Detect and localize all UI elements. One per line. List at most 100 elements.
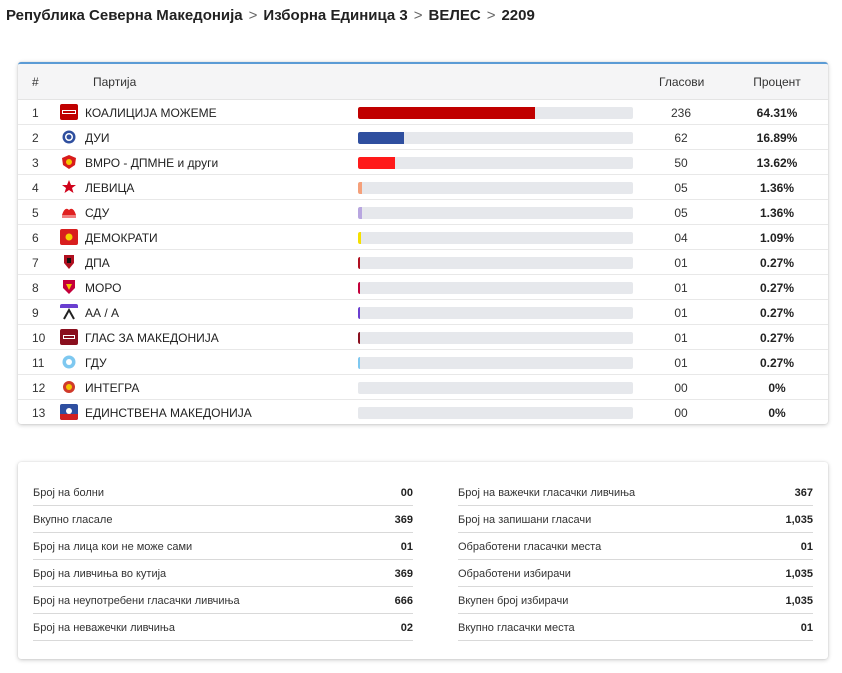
- vote-share-bar: [358, 307, 633, 319]
- party-votes: 00: [674, 406, 688, 420]
- row-number: 6: [32, 231, 39, 245]
- statistic-value: 369: [394, 568, 413, 580]
- party-votes: 04: [674, 231, 688, 245]
- party-votes: 05: [674, 181, 688, 195]
- demokrati-logo-icon: [60, 229, 78, 245]
- party-percent: 0.27%: [759, 331, 795, 345]
- statistic-label: Број на неважечки ливчиња: [33, 622, 175, 634]
- statistic-label: Обработени избирачи: [458, 568, 571, 580]
- header-number: #: [32, 75, 39, 89]
- vote-share-bar: [358, 257, 633, 269]
- party-percent: 1.09%: [759, 231, 795, 245]
- statistic-label: Број на ливчиња во кутија: [33, 568, 167, 580]
- table-row[interactable]: 10 ГЛАС ЗА МАКЕДОНИЈА 01 0.27%: [18, 325, 828, 350]
- table-row[interactable]: 8 МОРО 01 0.27%: [18, 275, 828, 300]
- table-row[interactable]: 9 АА / А 01 0.27%: [18, 300, 828, 325]
- statistic-row: Број на запишани гласачи 1,035: [458, 506, 813, 533]
- statistic-row: Вкупно гласале 369: [33, 506, 413, 533]
- party-percent: 13.62%: [756, 156, 798, 170]
- row-number: 1: [32, 106, 39, 120]
- sdu-logo-icon: [60, 204, 78, 220]
- statistic-value: 1,035: [785, 568, 813, 580]
- table-row[interactable]: 7 ДПА 01 0.27%: [18, 250, 828, 275]
- breadcrumb-country[interactable]: Република Северна Македонија: [6, 6, 243, 24]
- party-name: ДЕМОКРАТИ: [85, 231, 158, 245]
- party-percent: 0%: [768, 406, 786, 420]
- party-name: СДУ: [85, 206, 110, 220]
- statistic-row: Број на неважечки ливчиња 02: [33, 614, 413, 641]
- row-number: 5: [32, 206, 39, 220]
- chevron-right-icon: >: [413, 6, 423, 24]
- statistic-label: Вкупен број избирачи: [458, 595, 569, 607]
- statistic-label: Број на болни: [33, 487, 105, 499]
- party-votes: 236: [670, 106, 692, 120]
- statistic-value: 666: [394, 595, 413, 607]
- party-percent: 0.27%: [759, 281, 795, 295]
- party-percent: 64.31%: [756, 106, 798, 120]
- statistic-label: Обработени гласачки места: [458, 541, 602, 553]
- vote-share-bar: [358, 282, 633, 294]
- party-name: ИНТЕГРА: [85, 381, 140, 395]
- party-name: ДПА: [85, 256, 110, 270]
- statistic-value: 00: [400, 487, 413, 499]
- statistic-row: Број на лица кои не може сами 01: [33, 533, 413, 560]
- vote-share-fill: [358, 282, 361, 294]
- statistic-value: 02: [400, 622, 413, 634]
- dui-logo-icon: [60, 129, 78, 145]
- statistic-row: Број на болни 00: [33, 479, 413, 506]
- vote-share-bar: [358, 207, 633, 219]
- statistics-left-column: Број на болни 00 Вкупно гласале 369 Број на …: [33, 479, 413, 641]
- party-percent: 1.36%: [759, 181, 795, 195]
- table-row[interactable]: 5 СДУ 05 1.36%: [18, 200, 828, 225]
- table-row[interactable]: 2 ДУИ 62 16.89%: [18, 125, 828, 150]
- row-number: 11: [32, 356, 45, 370]
- edinstvena-logo-icon: [60, 404, 78, 420]
- vote-share-fill: [358, 107, 535, 119]
- vote-share-bar: [358, 232, 633, 244]
- party-votes: 50: [674, 156, 688, 170]
- statistic-label: Број на лица кои не може сами: [33, 541, 193, 553]
- statistic-row: Број на ливчиња во кутија 369: [33, 560, 413, 587]
- breadcrumb-unit[interactable]: Изборна Единица 3: [263, 6, 408, 24]
- chevron-right-icon: >: [486, 6, 496, 24]
- table-row[interactable]: 3 ВМРО - ДПМНЕ и други 50 13.62%: [18, 150, 828, 175]
- glas-logo-icon: [60, 329, 78, 345]
- statistic-value: 01: [800, 622, 813, 634]
- row-number: 3: [32, 156, 39, 170]
- chevron-right-icon: >: [248, 6, 258, 24]
- row-number: 9: [32, 306, 39, 320]
- party-percent: 1.36%: [759, 206, 795, 220]
- party-percent: 16.89%: [756, 131, 798, 145]
- table-row[interactable]: 4 ЛЕВИЦА 05 1.36%: [18, 175, 828, 200]
- vote-share-bar: [358, 182, 633, 194]
- statistic-label: Број на важечки гласачки ливчиња: [458, 487, 636, 499]
- levica-logo-icon: [60, 179, 78, 195]
- table-row[interactable]: 12 ИНТЕГРА 00 0%: [18, 375, 828, 400]
- table-row[interactable]: 11 ГДУ 01 0.27%: [18, 350, 828, 375]
- party-name: МОРО: [85, 281, 122, 295]
- table-header: # Партија Гласови Процент: [18, 64, 828, 100]
- table-row[interactable]: 6 ДЕМОКРАТИ 04 1.09%: [18, 225, 828, 250]
- vote-share-fill: [358, 332, 361, 344]
- statistic-label: Број на запишани гласачи: [458, 514, 592, 526]
- party-votes: 01: [674, 256, 688, 270]
- party-percent: 0%: [768, 381, 786, 395]
- header-votes: Гласови: [659, 75, 705, 89]
- row-number: 7: [32, 256, 39, 270]
- row-number: 12: [32, 381, 46, 395]
- statistic-row: Број на неупотребени гласачки ливчиња 666: [33, 587, 413, 614]
- vote-share-bar: [358, 357, 633, 369]
- statistic-row: Вкупно гласачки места 01: [458, 614, 813, 641]
- vote-share-bar: [358, 407, 633, 419]
- party-name: ВМРО - ДПМНЕ и други: [85, 156, 219, 170]
- table-row[interactable]: 13 ЕДИНСТВЕНА МАКЕДОНИЈА 00 0%: [18, 400, 828, 424]
- statistics-panel: Број на болни 00 Вкупно гласале 369 Број на …: [18, 462, 828, 659]
- party-name: ГЛАС ЗА МАКЕДОНИЈА: [85, 331, 219, 345]
- mozeme-logo-icon: [60, 104, 78, 120]
- party-name: ГДУ: [85, 356, 107, 370]
- moro-logo-icon: [60, 279, 78, 295]
- table-row[interactable]: 1 КОАЛИЦИЈА МОЖЕМЕ 236 64.31%: [18, 100, 828, 125]
- breadcrumb-municipality[interactable]: ВЕЛЕС: [428, 6, 481, 24]
- results-table: # Партија Гласови Процент 1 КОАЛИЦИЈА МОЖ…: [18, 62, 828, 424]
- statistic-value: 1,035: [785, 514, 813, 526]
